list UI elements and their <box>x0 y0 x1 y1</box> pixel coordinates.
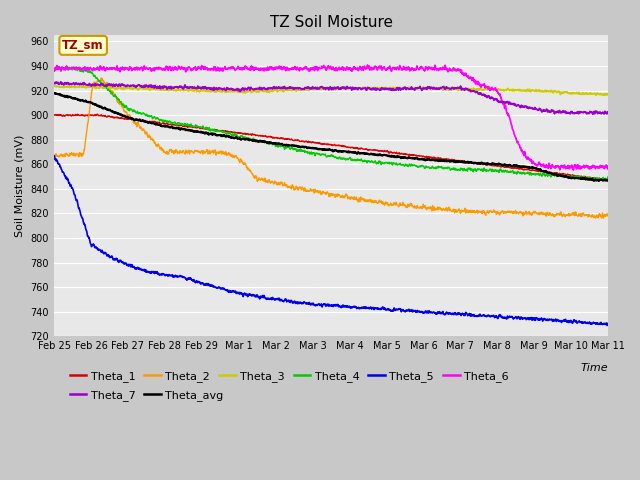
Theta_avg <box>556 173 563 179</box>
Theta_6 <box>556 166 563 171</box>
Theta_4 <box>64 64 72 70</box>
Theta_4 <box>348 157 355 163</box>
Theta_5 <box>604 321 612 326</box>
Theta_7 <box>50 80 58 86</box>
Theta_3 <box>76 83 84 88</box>
Text: TZ_sm: TZ_sm <box>62 39 104 52</box>
Theta_1 <box>604 177 612 182</box>
Theta_4 <box>556 172 563 178</box>
Theta_avg <box>205 132 212 137</box>
Theta_2 <box>599 215 607 221</box>
Theta_6 <box>205 67 212 72</box>
Theta_4 <box>571 176 579 181</box>
Theta_6 <box>50 68 58 73</box>
Theta_2 <box>571 212 579 217</box>
Theta_5 <box>348 305 355 311</box>
Text: Time: Time <box>580 363 608 373</box>
Theta_4 <box>604 174 612 180</box>
Theta_5 <box>360 304 367 310</box>
Theta_2 <box>360 196 367 202</box>
Theta_4 <box>492 168 500 174</box>
Theta_7 <box>604 110 612 116</box>
Theta_6 <box>364 62 371 68</box>
Theta_6 <box>492 87 500 93</box>
Theta_3 <box>556 89 563 95</box>
Line: Theta_4: Theta_4 <box>54 67 608 180</box>
Theta_3 <box>592 92 600 98</box>
Line: Theta_5: Theta_5 <box>54 156 608 325</box>
Theta_2 <box>50 152 58 158</box>
Theta_4 <box>360 158 367 164</box>
Theta_1 <box>348 144 355 150</box>
Theta_avg <box>492 162 500 168</box>
Theta_1 <box>571 173 579 179</box>
Theta_7 <box>205 84 212 90</box>
Theta_avg <box>359 150 367 156</box>
Theta_1 <box>50 112 58 118</box>
Theta_7 <box>556 108 563 114</box>
Theta_2 <box>604 211 612 216</box>
Theta_5 <box>51 153 58 158</box>
Theta_7 <box>600 111 608 117</box>
Title: TZ Soil Moisture: TZ Soil Moisture <box>269 15 392 30</box>
Theta_7 <box>571 110 579 116</box>
Theta_5 <box>571 318 579 324</box>
Theta_1 <box>602 177 610 182</box>
Theta_2 <box>348 194 355 200</box>
Theta_3 <box>571 91 579 96</box>
Theta_1 <box>205 126 212 132</box>
Theta_7 <box>492 97 500 103</box>
Theta_4 <box>598 178 606 183</box>
Theta_4 <box>50 67 58 72</box>
Y-axis label: Soil Moisture (mV): Soil Moisture (mV) <box>15 134 25 237</box>
Line: Theta_7: Theta_7 <box>54 82 608 114</box>
Theta_2 <box>556 212 563 218</box>
Theta_2 <box>205 150 212 156</box>
Theta_avg <box>604 178 612 183</box>
Line: Theta_1: Theta_1 <box>54 114 608 180</box>
Theta_1 <box>93 111 101 117</box>
Theta_3 <box>348 85 355 91</box>
Theta_6 <box>570 168 577 173</box>
Theta_7 <box>360 85 367 91</box>
Theta_1 <box>360 146 367 152</box>
Theta_avg <box>571 175 579 181</box>
Theta_6 <box>347 65 355 71</box>
Theta_avg <box>50 90 58 96</box>
Theta_1 <box>556 170 563 176</box>
Theta_6 <box>359 66 367 72</box>
Line: Theta_3: Theta_3 <box>54 85 608 95</box>
Theta_5 <box>556 318 563 324</box>
Theta_7 <box>52 79 60 84</box>
Line: Theta_6: Theta_6 <box>54 65 608 170</box>
Theta_7 <box>348 85 355 91</box>
Theta_3 <box>604 92 612 98</box>
Theta_3 <box>205 88 212 94</box>
Theta_3 <box>492 86 500 92</box>
Legend: Theta_7, Theta_avg: Theta_7, Theta_avg <box>65 386 228 406</box>
Theta_2 <box>97 75 105 81</box>
Theta_5 <box>50 153 58 159</box>
Theta_5 <box>205 282 212 288</box>
Line: Theta_2: Theta_2 <box>54 78 608 218</box>
Theta_avg <box>347 149 355 155</box>
Theta_1 <box>492 163 500 168</box>
Theta_6 <box>604 166 612 172</box>
Theta_avg <box>595 178 603 184</box>
Line: Theta_avg: Theta_avg <box>54 93 608 181</box>
Theta_5 <box>492 313 500 319</box>
Theta_3 <box>50 83 58 88</box>
Theta_6 <box>571 162 579 168</box>
Theta_2 <box>492 211 500 217</box>
Theta_4 <box>205 126 212 132</box>
Theta_3 <box>360 84 367 90</box>
Theta_5 <box>603 323 611 328</box>
